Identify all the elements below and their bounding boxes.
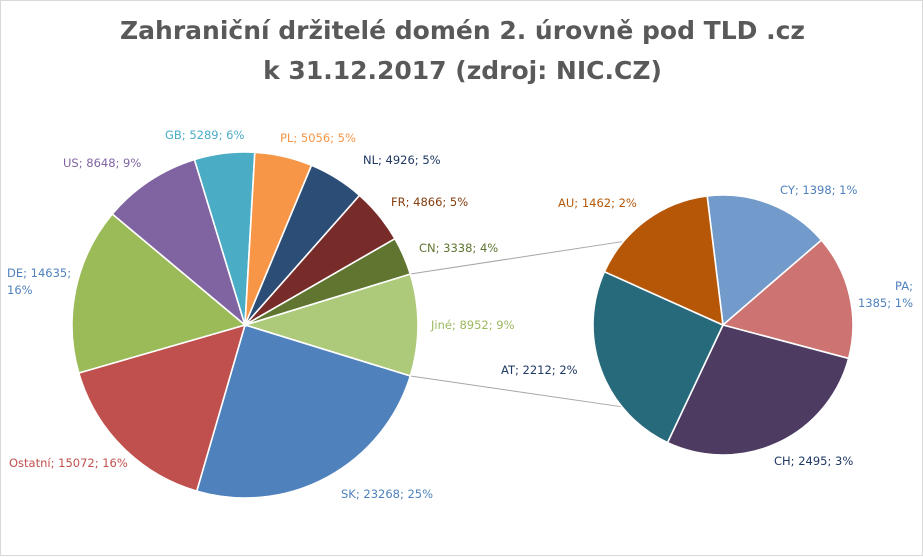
connector-line-top xyxy=(410,240,624,275)
main-pie-label-nl: NL; 4926; 5% xyxy=(363,153,441,167)
secondary-pie-label-pa-line: 1385; 1% xyxy=(858,296,913,310)
secondary-pie-slice-au xyxy=(603,195,724,327)
main-pie-label-pl: PL; 5056; 5% xyxy=(280,131,356,145)
secondary-pie-slice-ch xyxy=(666,324,850,456)
chart-title-line-1: Zahraniční držitelé domén 2. úrovně pod … xyxy=(120,16,805,45)
secondary-pie-label-cy: CY; 1398; 1% xyxy=(780,183,857,197)
main-pie-slice-de xyxy=(71,212,247,375)
secondary-pie-label-au: AU; 1462; 2% xyxy=(558,196,637,210)
main-pie-label-fr-line: FR; 4866; 5% xyxy=(391,195,468,209)
main-pie-label-cn: CN; 3338; 4% xyxy=(419,241,498,255)
secondary-pie-label-ch-line: CH; 2495; 3% xyxy=(774,454,853,468)
main-pie-label-jine-line: Jiné; 8952; 9% xyxy=(430,318,515,332)
main-pie-slice-cn xyxy=(244,237,412,326)
chart-title: Zahraniční držitelé domén 2. úrovně pod … xyxy=(1,11,923,91)
secondary-pie-slice-at xyxy=(592,270,725,444)
connector-line-bottom xyxy=(410,375,623,408)
main-pie-label-pl-line: PL; 5056; 5% xyxy=(280,131,356,145)
chart-title-line-2: k 31.12.2017 (zdroj: NIC.CZ) xyxy=(263,56,662,85)
secondary-pie-label-au-line: AU; 1462; 2% xyxy=(558,196,637,210)
main-pie-label-de-line: 16% xyxy=(7,283,33,297)
main-pie-slice-sk xyxy=(195,323,412,499)
main-pie-label-fr: FR; 4866; 5% xyxy=(391,195,468,209)
main-pie-label-ostatni-line: Ostatní; 15072; 16% xyxy=(9,456,128,470)
main-pie-label-sk: SK; 23268; 25% xyxy=(341,487,433,501)
main-pie-slice-jine xyxy=(242,273,419,377)
main-pie-label-gb: GB; 5289; 6% xyxy=(165,128,244,142)
secondary-pie-slice-pa xyxy=(721,238,854,360)
secondary-pie-label-pa: PA; 1385; 1% xyxy=(858,279,913,310)
secondary-pie-label-at-line: AT; 2212; 2% xyxy=(501,363,578,377)
main-pie-label-cn-line: CN; 3338; 4% xyxy=(419,241,498,255)
main-pie-label-de-line: DE; 14635; xyxy=(7,266,71,280)
main-pie-label-de: DE; 14635; 16% xyxy=(7,266,71,297)
main-pie-label-gb-line: GB; 5289; 6% xyxy=(165,128,244,142)
main-pie-label-us: US; 8648; 9% xyxy=(63,156,141,170)
secondary-pie-slice-cy xyxy=(706,194,823,327)
main-pie-label-nl-line: NL; 4926; 5% xyxy=(363,153,441,167)
secondary-pie-label-pa-line: PA; xyxy=(895,279,913,293)
main-pie-slice-us xyxy=(111,158,247,328)
main-pie-label-sk-line: SK; 23268; 25% xyxy=(341,487,433,501)
main-pie-label-us-line: US; 8648; 9% xyxy=(63,156,141,170)
secondary-pie-label-at: AT; 2212; 2% xyxy=(501,363,578,377)
secondary-pie-label-ch: CH; 2495; 3% xyxy=(774,454,853,468)
secondary-pie-label-cy-line: CY; 1398; 1% xyxy=(780,183,857,197)
main-pie-label-ostatni: Ostatní; 15072; 16% xyxy=(9,456,128,470)
main-pie-label-jine: Jiné; 8952; 9% xyxy=(430,318,515,332)
main-pie-slice-ostatni xyxy=(77,323,247,493)
